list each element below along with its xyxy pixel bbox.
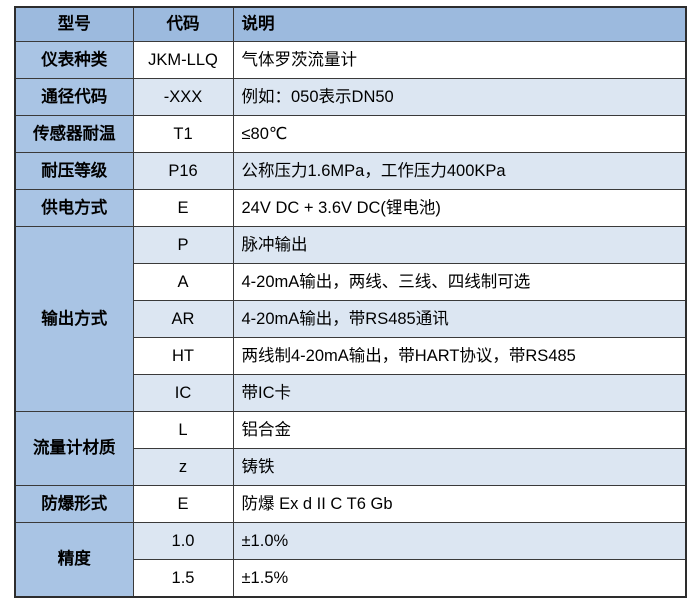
row-category-label: 流量计材质 (14, 411, 134, 486)
cell-description: 脉冲输出 (232, 226, 687, 264)
cell-description: 气体罗茨流量计 (232, 41, 687, 79)
cell-description: 公称压力1.6MPa，工作压力400KPa (232, 152, 687, 190)
cell-description: 例如：050表示DN50 (232, 78, 687, 116)
cell-code: 1.0 (132, 522, 234, 560)
cell-description: 4-20mA输出，带RS485通讯 (232, 300, 687, 338)
cell-code: L (132, 411, 234, 449)
cell-code: E (132, 189, 234, 227)
cell-code: A (132, 263, 234, 301)
table-row: AR 4-20mA输出，带RS485通讯 (15, 300, 687, 338)
column-header-code: 代码 (132, 6, 234, 42)
cell-code: T1 (132, 115, 234, 153)
row-category-label: 供电方式 (14, 189, 134, 227)
cell-description: 防爆 Ex d II C T6 Gb (232, 485, 687, 523)
cell-code: JKM-LLQ (132, 41, 234, 79)
table-row: 仪表种类 JKM-LLQ 气体罗茨流量计 (14, 41, 687, 79)
cell-description: 带IC卡 (232, 374, 687, 412)
specification-table: 型号 代码 说明 仪表种类 JKM-LLQ 气体罗茨流量计 通径代码 -XXX 例如：05… (14, 6, 687, 598)
cell-code: -XXX (132, 78, 234, 116)
row-category-label: 通径代码 (14, 78, 134, 116)
row-category-label: 仪表种类 (14, 41, 134, 79)
cell-description: ≤80℃ (232, 115, 687, 153)
row-category-label: 耐压等级 (14, 152, 134, 190)
cell-description: 24V DC + 3.6V DC(锂电池) (232, 189, 687, 227)
table-row: 精度 1.0 ±1.0% (14, 522, 687, 598)
cell-code: 1.5 (132, 559, 234, 598)
column-header-description: 说明 (232, 6, 687, 42)
cell-description: ±1.5% (232, 559, 687, 598)
cell-description: 铝合金 (232, 411, 687, 449)
cell-code: P16 (132, 152, 234, 190)
row-category-label: 传感器耐温 (14, 115, 134, 153)
table-row: HT 两线制4-20mA输出，带HART协议，带RS485 (15, 337, 687, 375)
cell-description: 4-20mA输出，两线、三线、四线制可选 (232, 263, 687, 301)
table-row: 输出方式 P 脉冲输出 (14, 226, 687, 412)
table-body: 型号 代码 说明 仪表种类 JKM-LLQ 气体罗茨流量计 通径代码 -XXX 例如：05… (14, 6, 687, 598)
cell-description: 两线制4-20mA输出，带HART协议，带RS485 (232, 337, 687, 375)
row-category-label: 防爆形式 (14, 485, 134, 523)
cell-code: HT (132, 337, 234, 375)
row-category-label: 精度 (14, 522, 134, 598)
specification-table-container: 型号 代码 说明 仪表种类 JKM-LLQ 气体罗茨流量计 通径代码 -XXX 例如：05… (14, 6, 687, 598)
cell-code: z (132, 448, 234, 486)
table-row: 防爆形式 E 防爆 Ex d II C T6 Gb (14, 485, 687, 523)
table-row: 供电方式 E 24V DC + 3.6V DC(锂电池) (14, 189, 687, 227)
table-row: 传感器耐温 T1 ≤80℃ (14, 115, 687, 153)
table-header-row: 型号 代码 说明 (14, 6, 687, 42)
cell-code: AR (132, 300, 234, 338)
cell-code: P (132, 226, 234, 264)
row-category-label: 输出方式 (14, 226, 134, 412)
column-header-model: 型号 (14, 6, 134, 42)
table-row: 流量计材质 L 铝合金 (14, 411, 687, 486)
table-row: A 4-20mA输出，两线、三线、四线制可选 (15, 263, 687, 301)
cell-description: ±1.0% (232, 522, 687, 560)
cell-code: E (132, 485, 234, 523)
cell-description: 铸铁 (232, 448, 687, 486)
table-row: 通径代码 -XXX 例如：050表示DN50 (14, 78, 687, 116)
table-row: IC 带IC卡 (15, 374, 687, 412)
cell-code: IC (132, 374, 234, 412)
table-row: 耐压等级 P16 公称压力1.6MPa，工作压力400KPa (14, 152, 687, 190)
